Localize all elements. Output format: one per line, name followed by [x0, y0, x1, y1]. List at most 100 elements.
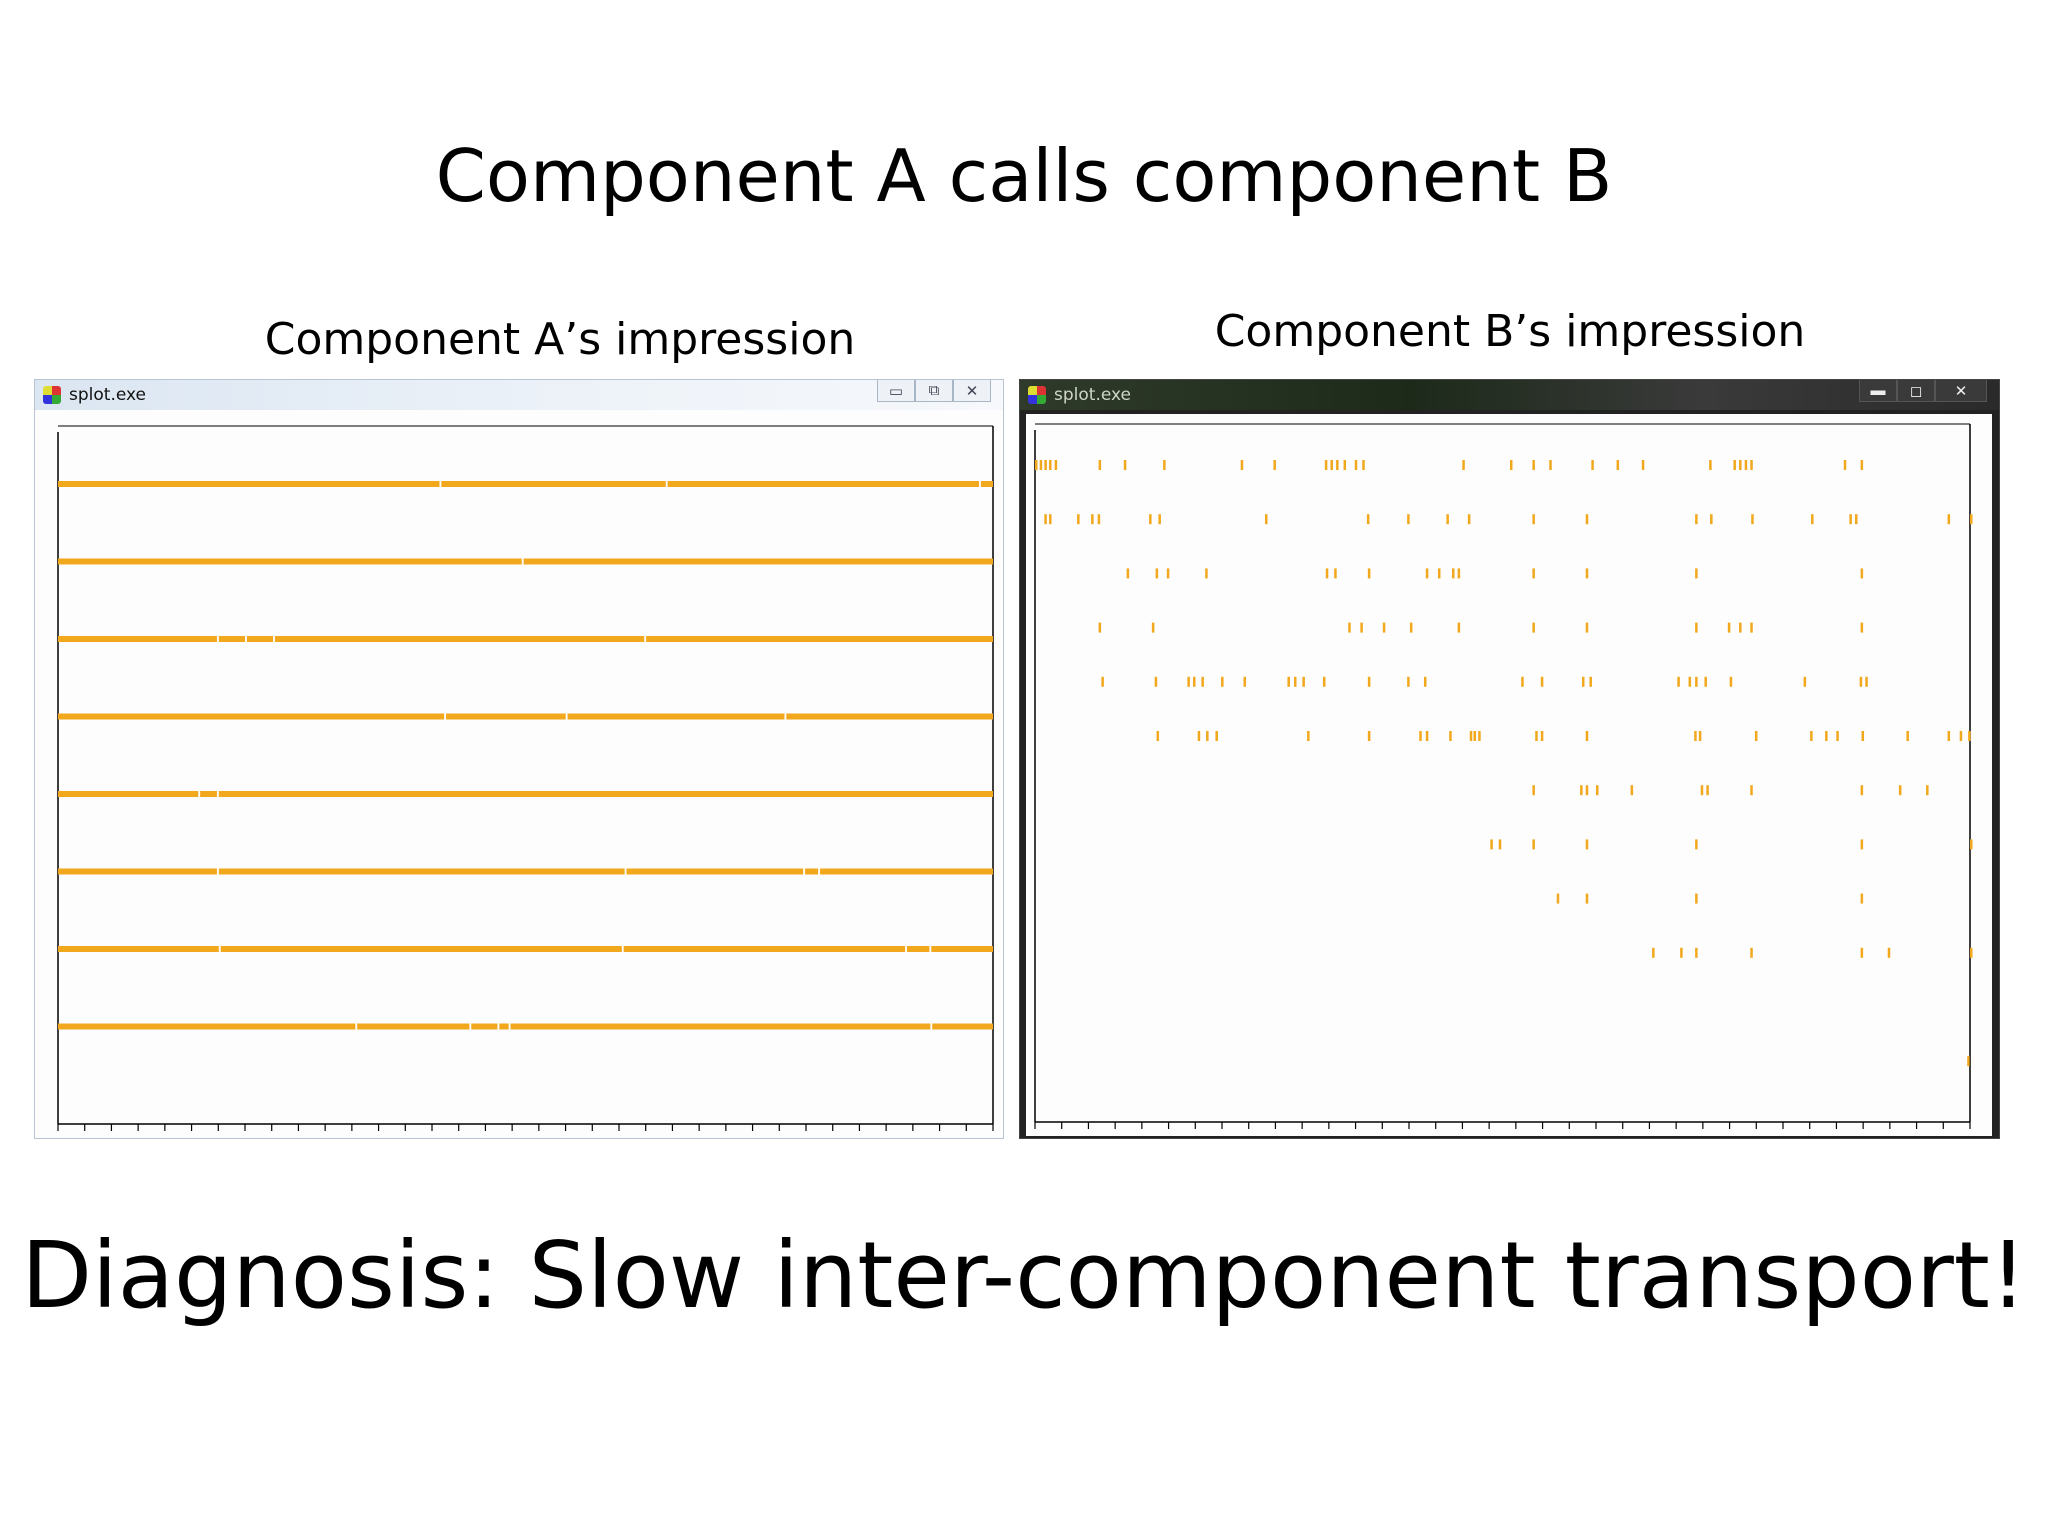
close-icon[interactable]: ✕ — [1935, 380, 1987, 402]
plot-b-mark — [1187, 676, 1190, 687]
plot-b-mark — [1166, 568, 1170, 579]
plot-b-mark — [1215, 731, 1218, 741]
minimize-icon[interactable]: ▬ — [1859, 380, 1897, 402]
window-a-controls: ▭ ⧉ ✕ — [877, 380, 991, 404]
maximize-icon[interactable]: ⧉ — [915, 380, 953, 402]
plot-b-mark — [1887, 947, 1891, 958]
plot-b-mark — [1367, 568, 1371, 579]
splot-window-a[interactable]: splot.exe ▭ ⧉ ✕ — [34, 379, 1004, 1139]
plot-b-mark — [1158, 514, 1161, 525]
caption-component-b: Component B’s impression — [1214, 306, 1806, 357]
plot-a-segment — [274, 636, 645, 642]
plot-b-mark — [1959, 731, 1963, 741]
plot-b-mark — [1744, 460, 1748, 470]
plot-a-segment — [200, 791, 217, 797]
plot-b-mark — [1641, 460, 1645, 470]
plot-b-mark — [1581, 676, 1585, 687]
plot-b-mark — [1509, 460, 1513, 470]
minimize-icon[interactable]: ▭ — [877, 380, 915, 402]
plot-b-mark — [1733, 460, 1736, 470]
plot-b-mark — [1419, 731, 1422, 741]
plot-b-mark — [1860, 460, 1864, 470]
plot-b-mark — [1425, 568, 1429, 579]
window-b-titlebar[interactable]: splot.exe ▬ ◻ ✕ — [1020, 380, 1999, 410]
plot-b-mark — [1754, 731, 1758, 741]
plot-a-segment — [820, 868, 993, 875]
splot-window-b[interactable]: splot.exe ▬ ◻ ✕ — [1019, 379, 2000, 1139]
plot-b-mark — [1860, 893, 1864, 904]
plot-b-mark — [1044, 514, 1047, 525]
plot-b-mark — [1750, 947, 1753, 958]
plot-b-mark — [1154, 676, 1158, 687]
plot-b-mark — [1206, 731, 1209, 741]
plot-a-segment — [218, 636, 245, 642]
plot-a-segment — [626, 868, 804, 875]
plot-b-mark — [1193, 676, 1196, 687]
plot-b-mark — [1240, 460, 1244, 470]
window-b-controls: ▬ ◻ ✕ — [1859, 380, 1987, 404]
plot-b-mark — [1652, 947, 1655, 958]
plot-a-segment — [567, 713, 785, 720]
plot-b-mark — [1098, 460, 1102, 470]
plot-a-segment — [58, 791, 199, 797]
app-icon — [1028, 386, 1046, 404]
plot-b-mark — [1739, 460, 1742, 470]
plot-b-mark — [1906, 731, 1909, 741]
plot-b-mark — [1322, 676, 1326, 687]
plot-b-mark — [1849, 514, 1852, 525]
plot-b-mark — [1425, 731, 1429, 741]
plot-a-segment — [357, 1023, 470, 1030]
plot-b-mark — [1695, 676, 1698, 687]
plot-b-mark — [1155, 568, 1159, 579]
plot-b-mark — [1860, 568, 1864, 579]
plot-a-segment — [58, 868, 217, 875]
plot-b-mark — [1704, 676, 1707, 687]
plot-b-mark — [1325, 568, 1329, 579]
plot-b-mark — [1540, 731, 1544, 741]
plot-b-mark — [1695, 893, 1698, 904]
plot-b-mark — [1585, 622, 1589, 633]
plot-a-segment — [58, 713, 445, 720]
plot-a-segment — [980, 481, 993, 487]
plot-b-mark — [1462, 460, 1465, 470]
plot-b-mark — [1680, 947, 1683, 958]
plot-b-mark — [1478, 731, 1481, 741]
plot-a-segment — [667, 481, 979, 487]
plot-b-mark — [1336, 460, 1339, 470]
plot-b-mark — [1197, 731, 1201, 741]
plot-a-segment — [218, 868, 625, 875]
plot-b-mark — [1968, 731, 1971, 741]
plot-b-mark — [1585, 731, 1589, 741]
plot-b-mark — [1409, 622, 1413, 633]
plot-b-mark — [1044, 460, 1047, 470]
plot-a-segment — [246, 636, 274, 642]
plot-b-mark — [1348, 622, 1351, 633]
plot-b-mark — [1334, 568, 1337, 579]
plot-b-mark — [1151, 622, 1155, 633]
maximize-icon[interactable]: ◻ — [1897, 380, 1935, 402]
window-a-title: splot.exe — [69, 385, 146, 405]
plot-b-mark — [1467, 514, 1471, 525]
plot-b-mark — [1449, 731, 1452, 741]
plot-b-mark — [1751, 514, 1754, 525]
plot-b-mark — [1947, 731, 1951, 741]
plot-b-mark — [1860, 947, 1864, 958]
plot-b-mark — [1324, 460, 1328, 470]
app-icon — [43, 386, 61, 404]
close-icon[interactable]: ✕ — [953, 380, 991, 402]
plot-b-mark — [1382, 622, 1386, 633]
plot-b-mark — [1498, 839, 1502, 850]
window-a-titlebar[interactable]: splot.exe ▭ ⧉ ✕ — [35, 380, 1003, 410]
plot-b-mark — [1585, 839, 1589, 850]
plot-b-mark — [1243, 676, 1247, 687]
plot-b-mark — [1926, 785, 1929, 796]
plot-b-mark — [1589, 676, 1592, 687]
plot-b-mark — [1054, 460, 1058, 470]
plot-b-mark — [1585, 785, 1589, 796]
plot-b-mark — [1366, 514, 1370, 525]
plot-b-mark — [1473, 731, 1477, 741]
plot-b-mark — [1695, 568, 1698, 579]
plot-b-mark — [1556, 893, 1560, 904]
plot-a-segment — [786, 713, 993, 720]
plot-b-mark — [1049, 514, 1052, 525]
